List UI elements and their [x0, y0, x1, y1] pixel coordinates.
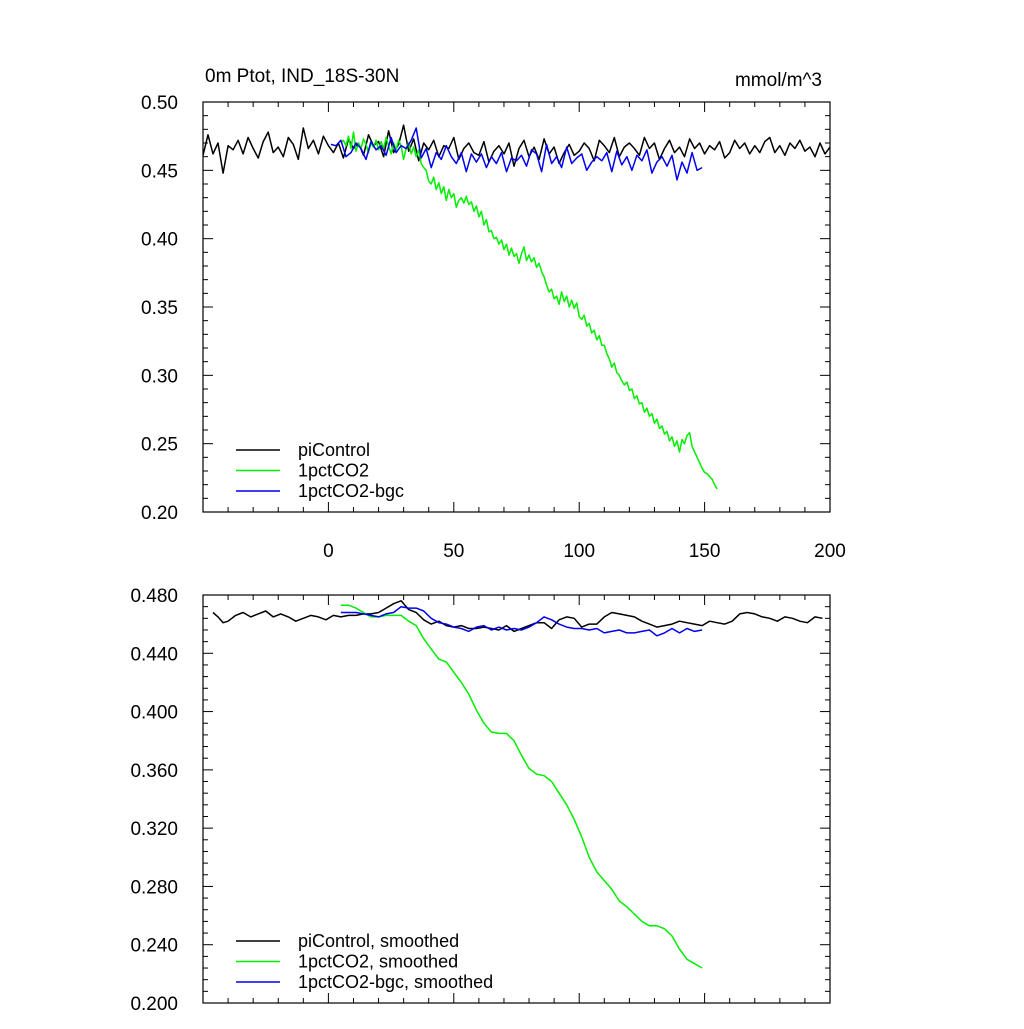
legend-label: 1pctCO2-bgc, smoothed: [298, 972, 493, 992]
series-line-1pctco2-bgc-smoothed: [340, 605, 703, 637]
y-tick-label: 0.40: [141, 230, 178, 251]
y-tick-label: 0.20: [141, 503, 178, 524]
y-tick-label: 0.360: [130, 761, 178, 782]
series-line-1pctco2-bgc: [330, 127, 703, 181]
x-tick-label: 100: [563, 541, 595, 562]
legend-label: 1pctCO2, smoothed: [298, 952, 458, 972]
x-tick-label: 0: [323, 541, 334, 562]
y-tick-label: 0.200: [130, 994, 178, 1015]
x-tick-label: 150: [689, 541, 721, 562]
y-tick-label: 0.35: [141, 298, 178, 319]
y-tick-label: 0.480: [130, 586, 178, 607]
legend-label: piControl, smoothed: [298, 931, 459, 951]
y-tick-label: 0.45: [141, 161, 178, 182]
series-line-1pctco2: [340, 131, 718, 490]
series-line-1pctco2-smoothed: [340, 604, 703, 969]
chart-title: 0m Ptot, IND_18S-30N: [205, 66, 399, 87]
plot-frame: [202, 594, 831, 1004]
y-tick-label: 0.440: [130, 644, 178, 665]
y-tick-label: 0.280: [130, 877, 178, 898]
top-panel: 0m Ptot, IND_18S-30N mmol/m^3 0.20 0.25 0.30…: [141, 66, 846, 562]
y-tick-label: 0.240: [130, 936, 178, 957]
legend-label: piControl: [298, 440, 370, 460]
legend-label: 1pctCO2: [298, 461, 369, 481]
series-line-picontrol: [202, 124, 831, 174]
y-tick-label: 0.320: [130, 819, 178, 840]
legend-label: 1pctCO2-bgc: [298, 481, 404, 501]
y-tick-label: 0.400: [130, 703, 178, 724]
x-tick-label: 200: [814, 541, 846, 562]
series-line-picontrol-smoothed: [212, 600, 823, 633]
y-tick-label: 0.25: [141, 435, 178, 456]
y-tick-label: 0.30: [141, 366, 178, 387]
y-tick-label: 0.50: [141, 93, 178, 114]
units-label: mmol/m^3: [735, 70, 822, 91]
x-tick-label: 50: [443, 541, 464, 562]
bottom-panel: 0.200 0.240 0.280 0.320 0.360 0.400 0.440 0.480…: [130, 586, 831, 1015]
